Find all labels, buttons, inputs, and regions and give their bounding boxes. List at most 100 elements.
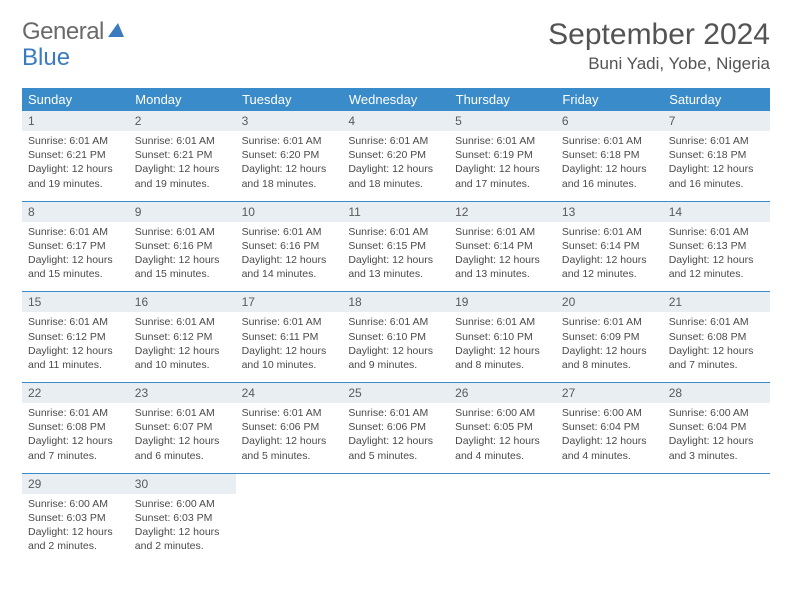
- day-body: Sunrise: 6:00 AMSunset: 6:04 PMDaylight:…: [556, 403, 663, 473]
- sunrise-text: Sunrise: 6:01 AM: [135, 316, 215, 328]
- day-number: 5: [449, 111, 556, 131]
- calendar-body: 1Sunrise: 6:01 AMSunset: 6:21 PMDaylight…: [22, 111, 770, 563]
- daylight-line2: and 10 minutes.: [242, 359, 317, 371]
- dayhead-wed: Wednesday: [342, 88, 449, 111]
- day-cell: 26Sunrise: 6:00 AMSunset: 6:05 PMDayligh…: [449, 383, 556, 474]
- day-cell: 15Sunrise: 6:01 AMSunset: 6:12 PMDayligh…: [22, 292, 129, 383]
- sunset-text: Sunset: 6:14 PM: [562, 240, 640, 252]
- daylight-line2: and 2 minutes.: [28, 540, 97, 552]
- sunrise-text: Sunrise: 6:01 AM: [242, 135, 322, 147]
- day-number: 17: [236, 292, 343, 312]
- sunrise-text: Sunrise: 6:01 AM: [455, 226, 535, 238]
- day-body: Sunrise: 6:01 AMSunset: 6:07 PMDaylight:…: [129, 403, 236, 473]
- sunset-text: Sunset: 6:21 PM: [28, 149, 106, 161]
- day-number: 11: [342, 202, 449, 222]
- sunrise-text: Sunrise: 6:01 AM: [348, 135, 428, 147]
- daylight-line2: and 3 minutes.: [669, 450, 738, 462]
- daylight-line2: and 9 minutes.: [348, 359, 417, 371]
- daylight-line1: Daylight: 12 hours: [669, 345, 754, 357]
- sunset-text: Sunset: 6:17 PM: [28, 240, 106, 252]
- day-cell: 10Sunrise: 6:01 AMSunset: 6:16 PMDayligh…: [236, 201, 343, 292]
- sunset-text: Sunset: 6:15 PM: [348, 240, 426, 252]
- daylight-line1: Daylight: 12 hours: [28, 526, 113, 538]
- day-cell: .....: [236, 473, 343, 563]
- day-number: 3: [236, 111, 343, 131]
- daylight-line1: Daylight: 12 hours: [669, 163, 754, 175]
- day-number: 13: [556, 202, 663, 222]
- day-body: Sunrise: 6:00 AMSunset: 6:04 PMDaylight:…: [663, 403, 770, 473]
- day-body: Sunrise: 6:01 AMSunset: 6:18 PMDaylight:…: [556, 131, 663, 201]
- daylight-line1: Daylight: 12 hours: [562, 345, 647, 357]
- sunrise-text: Sunrise: 6:01 AM: [242, 407, 322, 419]
- day-cell: 13Sunrise: 6:01 AMSunset: 6:14 PMDayligh…: [556, 201, 663, 292]
- sunrise-text: Sunrise: 6:00 AM: [455, 407, 535, 419]
- day-number: 18: [342, 292, 449, 312]
- daylight-line2: and 4 minutes.: [562, 450, 631, 462]
- sunset-text: Sunset: 6:04 PM: [669, 421, 747, 433]
- daylight-line2: and 2 minutes.: [135, 540, 204, 552]
- daylight-line2: and 16 minutes.: [669, 178, 744, 190]
- day-number: 14: [663, 202, 770, 222]
- daylight-line2: and 15 minutes.: [135, 268, 210, 280]
- sunrise-text: Sunrise: 6:00 AM: [28, 498, 108, 510]
- day-body: Sunrise: 6:01 AMSunset: 6:14 PMDaylight:…: [449, 222, 556, 292]
- day-number: 1: [22, 111, 129, 131]
- day-cell: 1Sunrise: 6:01 AMSunset: 6:21 PMDaylight…: [22, 111, 129, 201]
- day-body: Sunrise: 6:01 AMSunset: 6:08 PMDaylight:…: [663, 312, 770, 382]
- day-cell: 22Sunrise: 6:01 AMSunset: 6:08 PMDayligh…: [22, 383, 129, 474]
- day-body: Sunrise: 6:01 AMSunset: 6:14 PMDaylight:…: [556, 222, 663, 292]
- day-body: Sunrise: 6:01 AMSunset: 6:08 PMDaylight:…: [22, 403, 129, 473]
- day-body: Sunrise: 6:01 AMSunset: 6:10 PMDaylight:…: [342, 312, 449, 382]
- day-number: 19: [449, 292, 556, 312]
- sunrise-text: Sunrise: 6:01 AM: [135, 226, 215, 238]
- day-number: 22: [22, 383, 129, 403]
- day-cell: 14Sunrise: 6:01 AMSunset: 6:13 PMDayligh…: [663, 201, 770, 292]
- day-body: Sunrise: 6:01 AMSunset: 6:21 PMDaylight:…: [129, 131, 236, 201]
- daylight-line1: Daylight: 12 hours: [242, 254, 327, 266]
- sunset-text: Sunset: 6:04 PM: [562, 421, 640, 433]
- day-body: Sunrise: 6:01 AMSunset: 6:20 PMDaylight:…: [342, 131, 449, 201]
- daylight-line2: and 19 minutes.: [135, 178, 210, 190]
- daylight-line1: Daylight: 12 hours: [135, 526, 220, 538]
- day-number: 26: [449, 383, 556, 403]
- daylight-line1: Daylight: 12 hours: [28, 163, 113, 175]
- day-cell: 9Sunrise: 6:01 AMSunset: 6:16 PMDaylight…: [129, 201, 236, 292]
- daylight-line1: Daylight: 12 hours: [242, 163, 327, 175]
- daylight-line1: Daylight: 12 hours: [348, 254, 433, 266]
- daylight-line1: Daylight: 12 hours: [28, 345, 113, 357]
- daylight-line2: and 6 minutes.: [135, 450, 204, 462]
- day-number: 6: [556, 111, 663, 131]
- daylight-line2: and 18 minutes.: [242, 178, 317, 190]
- daylight-line1: Daylight: 12 hours: [348, 435, 433, 447]
- logo: General: [22, 18, 126, 46]
- daylight-line2: and 15 minutes.: [28, 268, 103, 280]
- day-cell: 19Sunrise: 6:01 AMSunset: 6:10 PMDayligh…: [449, 292, 556, 383]
- day-cell: 2Sunrise: 6:01 AMSunset: 6:21 PMDaylight…: [129, 111, 236, 201]
- sunrise-text: Sunrise: 6:01 AM: [28, 407, 108, 419]
- daylight-line1: Daylight: 12 hours: [135, 435, 220, 447]
- dayhead-sat: Saturday: [663, 88, 770, 111]
- daylight-line2: and 19 minutes.: [28, 178, 103, 190]
- sail-icon: [106, 18, 126, 46]
- day-body: Sunrise: 6:01 AMSunset: 6:16 PMDaylight:…: [236, 222, 343, 292]
- day-body: Sunrise: 6:01 AMSunset: 6:06 PMDaylight:…: [236, 403, 343, 473]
- day-cell: 8Sunrise: 6:01 AMSunset: 6:17 PMDaylight…: [22, 201, 129, 292]
- sunrise-text: Sunrise: 6:01 AM: [348, 226, 428, 238]
- daylight-line1: Daylight: 12 hours: [669, 435, 754, 447]
- sunset-text: Sunset: 6:05 PM: [455, 421, 533, 433]
- sunset-text: Sunset: 6:03 PM: [135, 512, 213, 524]
- sunrise-text: Sunrise: 6:01 AM: [562, 316, 642, 328]
- location: Buni Yadi, Yobe, Nigeria: [548, 54, 770, 74]
- sunrise-text: Sunrise: 6:01 AM: [135, 407, 215, 419]
- logo-text-blue: Blue: [22, 44, 70, 72]
- day-body: Sunrise: 6:01 AMSunset: 6:17 PMDaylight:…: [22, 222, 129, 292]
- day-cell: .....: [342, 473, 449, 563]
- daylight-line2: and 12 minutes.: [562, 268, 637, 280]
- day-body: Sunrise: 6:00 AMSunset: 6:03 PMDaylight:…: [129, 494, 236, 564]
- daylight-line1: Daylight: 12 hours: [562, 163, 647, 175]
- sunset-text: Sunset: 6:13 PM: [669, 240, 747, 252]
- sunset-text: Sunset: 6:18 PM: [669, 149, 747, 161]
- day-cell: 17Sunrise: 6:01 AMSunset: 6:11 PMDayligh…: [236, 292, 343, 383]
- daylight-line1: Daylight: 12 hours: [455, 254, 540, 266]
- week-row: 22Sunrise: 6:01 AMSunset: 6:08 PMDayligh…: [22, 383, 770, 474]
